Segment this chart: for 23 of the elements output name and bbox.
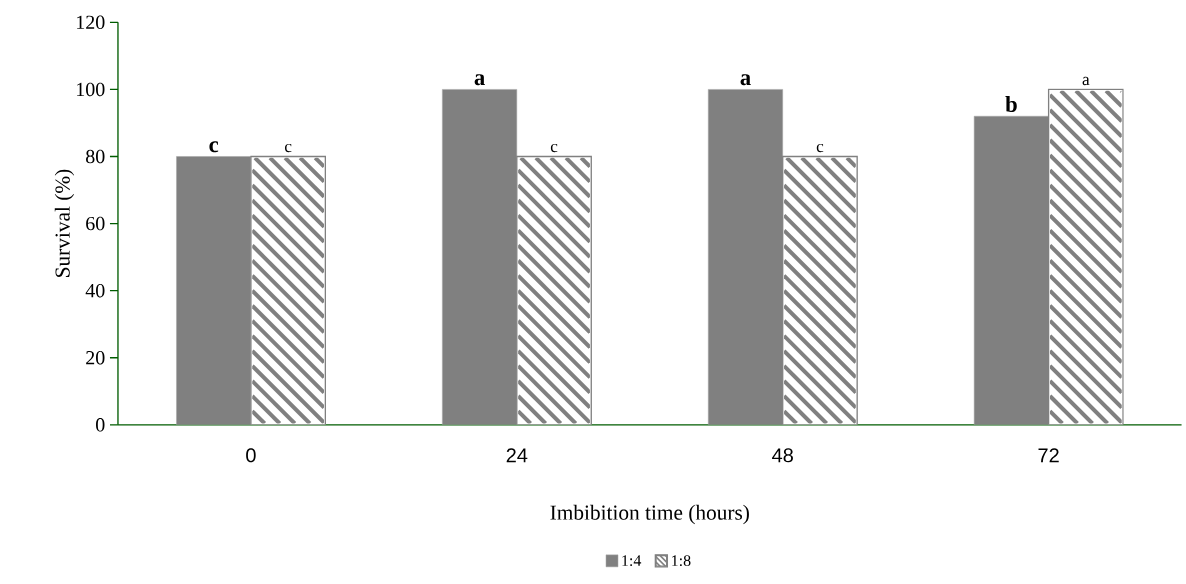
- x-tick-label: 24: [506, 448, 528, 463]
- x-axis-title: Imbibition time (hours): [550, 504, 749, 525]
- data-label: c: [550, 143, 558, 153]
- x-tick-label: 48: [772, 448, 793, 463]
- y-tick-label: 100: [77, 82, 105, 97]
- data-label: c: [209, 141, 219, 153]
- data-label: b: [1005, 96, 1017, 113]
- legend-label: 1:4: [622, 555, 642, 567]
- x-tick-label: 72: [1038, 448, 1059, 463]
- data-label: a: [1082, 76, 1090, 86]
- data-label: a: [474, 74, 485, 86]
- y-tick-label: 20: [86, 351, 105, 365]
- y-tick-label: 120: [77, 15, 105, 30]
- data-label: c: [284, 143, 292, 153]
- y-tick-label: 0: [96, 418, 105, 432]
- y-axis-title: Survival (%): [54, 169, 75, 278]
- x-tick-label: 0: [246, 448, 256, 463]
- y-tick-label: 60: [86, 216, 105, 231]
- y-tick-label: 80: [86, 149, 105, 164]
- data-label: c: [816, 143, 824, 153]
- data-label: a: [740, 74, 751, 86]
- legend-label: 1:8: [672, 555, 691, 567]
- y-tick-label: 40: [85, 284, 105, 298]
